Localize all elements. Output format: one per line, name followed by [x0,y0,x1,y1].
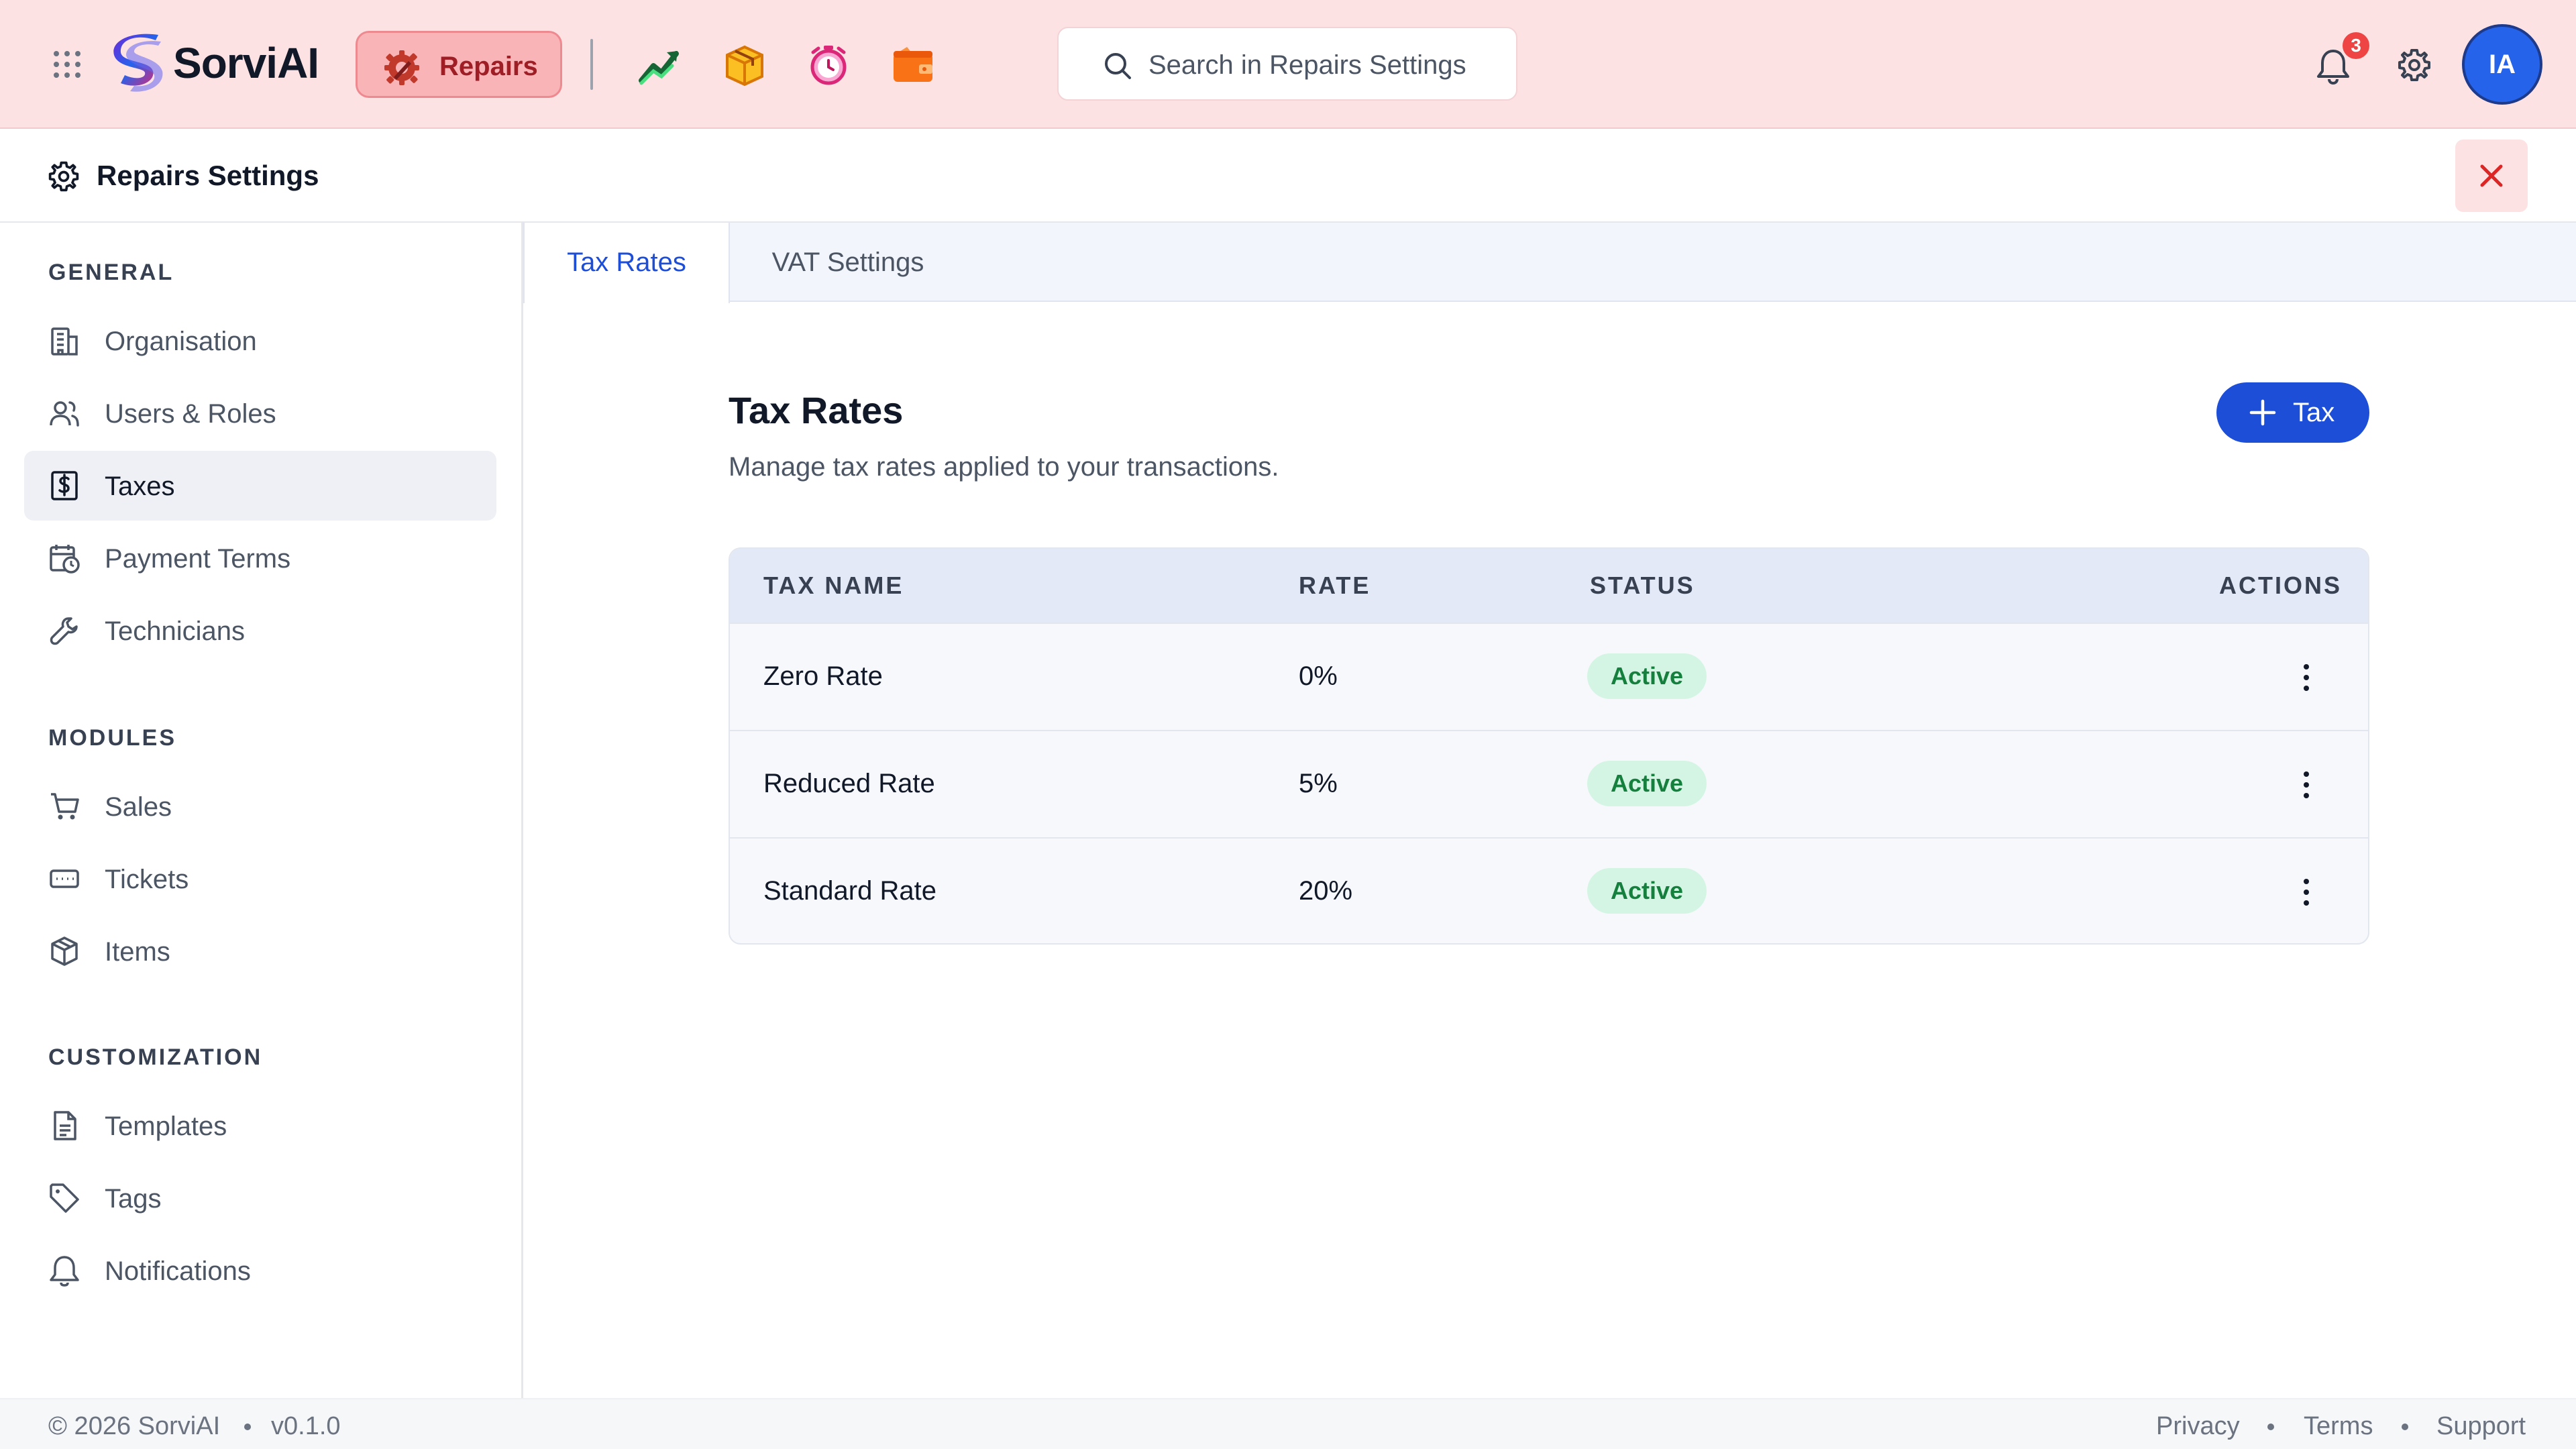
footer-copyright: © 2026 SorviAI [48,1412,221,1440]
sidebar-item-users-roles[interactable]: Users & Roles [24,378,496,448]
footer-separator [2402,1424,2408,1430]
rate-cell: 20% [1299,876,1353,906]
add-tax-label: Tax [2293,398,2335,427]
sidebar-item-notifications[interactable]: Notifications [24,1236,496,1305]
sidebar-item-label: Tags [105,1184,162,1214]
notification-count-badge: 3 [2340,30,2372,62]
column-header-tax-name: TAX NAME [763,572,904,599]
page-title: Repairs Settings [97,160,319,191]
sidebar-section-modules: MODULES [48,725,176,751]
dollar-receipt-icon [51,471,78,500]
app-grid-icon[interactable] [51,48,83,80]
sidebar-item-label: Items [105,937,170,967]
sidebar-item-items[interactable]: Items [24,916,496,986]
calendar-clock-icon [50,545,80,574]
footer-separator [244,1424,251,1430]
settings-gear-icon [48,161,79,192]
box-icon [51,936,78,966]
tab-tax-rates[interactable]: Tax Rates [523,223,730,303]
row-actions-menu-icon[interactable] [2286,657,2326,698]
tax-name-cell: Zero Rate [763,661,883,691]
sidebar-item-label: Templates [105,1112,227,1141]
table-header: TAX NAME RATE STATUS ACTIONS [730,549,2368,624]
sidebar-item-organisation[interactable]: Organisation [24,306,496,376]
user-avatar[interactable]: IA [2462,24,2542,105]
tag-icon [50,1183,79,1213]
rate-cell: 0% [1299,661,1338,691]
footer-version: v0.1.0 [271,1412,341,1440]
timer-app-icon[interactable] [805,42,852,89]
active-module-label: Repairs [439,52,538,81]
table-row: Reduced Rate 5% Active [730,730,2368,837]
sidebar-item-templates[interactable]: Templates [24,1091,496,1161]
tab-bar: Tax Rates VAT Settings [523,223,2576,303]
rate-cell: 5% [1299,769,1338,798]
status-badge: Active [1587,761,1707,806]
footer: © 2026 SorviAI v0.1.0 Privacy Terms Supp… [0,1398,2576,1449]
sidebar-item-label: Payment Terms [105,544,291,574]
settings-header: Repairs Settings [0,129,2576,223]
footer-separator [2267,1424,2274,1430]
section-subtitle: Manage tax rates applied to your transac… [729,452,1279,482]
users-icon [50,401,79,427]
close-icon [2480,164,2503,187]
top-bar: SorviAI Repairs [0,0,2576,129]
column-header-rate: RATE [1299,572,1371,599]
ticket-icon [50,869,79,888]
tab-vat-settings[interactable]: VAT Settings [771,248,924,277]
close-settings-button[interactable] [2455,140,2528,212]
tax-name-cell: Reduced Rate [763,769,935,798]
sidebar-item-tags[interactable]: Tags [24,1163,496,1233]
settings-gear-icon[interactable] [2396,47,2432,83]
tax-name-cell: Standard Rate [763,876,936,906]
search-input[interactable]: Search in Repairs Settings [1057,27,1517,101]
divider [590,39,593,90]
add-tax-button[interactable]: Tax [2216,382,2369,443]
brand-name: SorviAI [173,39,319,87]
repairs-gear-icon [384,50,419,85]
footer-link-terms[interactable]: Terms [2304,1412,2373,1440]
section-title: Tax Rates [729,389,904,431]
plus-icon [2249,399,2276,426]
sales-chart-app-icon[interactable] [636,42,683,89]
sidebar-item-label: Taxes [105,472,175,501]
inventory-box-app-icon[interactable] [720,42,767,89]
status-badge: Active [1587,653,1707,699]
cart-icon [51,793,79,820]
wrench-icon [50,617,78,645]
column-header-status: STATUS [1590,572,1695,599]
sidebar-item-label: Sales [105,792,172,822]
document-icon [54,1111,76,1140]
search-placeholder: Search in Repairs Settings [1148,50,1466,80]
logo-icon[interactable] [111,34,168,94]
active-module-button[interactable]: Repairs [356,31,562,98]
search-icon [1105,53,1131,79]
sidebar-item-label: Tickets [105,865,189,894]
building-icon [51,327,78,356]
sidebar-item-technicians[interactable]: Technicians [24,596,496,665]
settings-sidebar: GENERAL Organisation Users & Roles Taxes [0,223,523,1398]
table-row: Zero Rate 0% Active [730,623,2368,730]
sidebar-item-payment-terms[interactable]: Payment Terms [24,523,496,593]
sidebar-item-sales[interactable]: Sales [24,771,496,841]
sidebar-item-label: Technicians [105,616,246,646]
footer-link-privacy[interactable]: Privacy [2156,1412,2240,1440]
wallet-app-icon[interactable] [890,42,936,89]
sidebar-item-label: Users & Roles [105,399,276,429]
status-badge: Active [1587,868,1707,914]
sidebar-section-general: GENERAL [48,260,174,285]
footer-link-support[interactable]: Support [2436,1412,2526,1440]
column-header-actions: ACTIONS [2219,572,2342,599]
table-row: Standard Rate 20% Active [730,837,2368,943]
tax-rates-table: TAX NAME RATE STATUS ACTIONS Zero Rate 0… [729,547,2369,945]
bell-icon [50,1256,79,1287]
row-actions-menu-icon[interactable] [2286,872,2326,912]
row-actions-menu-icon[interactable] [2286,765,2326,805]
sidebar-item-label: Organisation [105,327,257,356]
sidebar-item-label: Notifications [105,1256,251,1286]
notification-bell-icon[interactable] [2316,47,2351,85]
sidebar-section-customization: CUSTOMIZATION [48,1044,263,1070]
sidebar-item-taxes[interactable]: Taxes [24,451,496,521]
sidebar-item-tickets[interactable]: Tickets [24,844,496,914]
